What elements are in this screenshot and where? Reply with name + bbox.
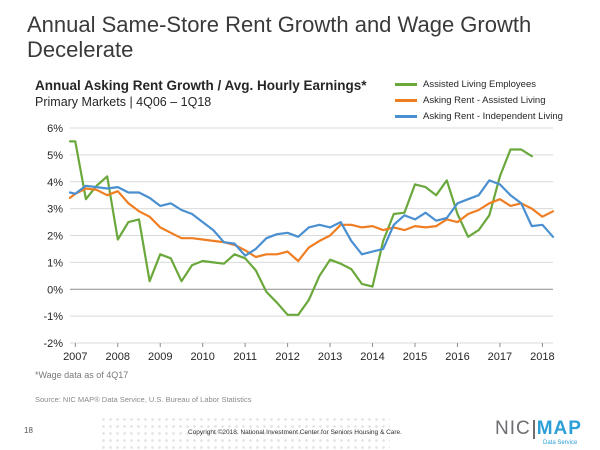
y-tick-label: 6% <box>47 123 63 135</box>
footnote: *Wage data as of 4Q17 <box>35 370 129 380</box>
page-number: 18 <box>24 426 33 435</box>
series-line-2 <box>68 179 555 257</box>
x-tick-label: 2015 <box>403 351 427 363</box>
legend-label: Asking Rent - Independent Living <box>423 110 563 122</box>
y-tick-label: -1% <box>43 311 63 323</box>
logo-divider <box>532 419 535 439</box>
x-tick-label: 2007 <box>63 351 87 363</box>
legend-label: Assisted Living Employees <box>423 78 536 90</box>
y-tick-label: 3% <box>47 204 63 216</box>
chart-subtitle: Primary Markets | 4Q06 – 1Q18 <box>35 95 212 109</box>
y-tick-label: 4% <box>47 177 63 189</box>
y-tick-label: -2% <box>43 338 63 350</box>
gridlines <box>70 127 553 344</box>
axes: -2% -1% 0% 1% 2% 3% 4% 5% 6% 2007 2008 2009 2010 2011… <box>43 123 554 363</box>
x-tick-label: 2013 <box>318 351 342 363</box>
x-tick-label: 2014 <box>360 351 384 363</box>
x-tick-label: 2018 <box>530 351 554 363</box>
y-tick-label: 2% <box>47 231 63 243</box>
copyright-note: Copyright ©2018. National Investment Cen… <box>188 429 402 436</box>
legend-item-asking-rent-independent-living: Asking Rent - Independent Living <box>395 108 563 124</box>
series-lines <box>68 140 555 316</box>
nic-map-logo: NIC MAP Data Service <box>495 418 590 448</box>
logo-nic-text: NIC <box>495 418 531 439</box>
legend-item-assisted-living-employees: Assisted Living Employees <box>395 76 563 92</box>
legend-label: Asking Rent - Assisted Living <box>423 94 546 106</box>
legend-swatch-blue <box>395 114 417 118</box>
x-tick-label: 2011 <box>233 351 257 363</box>
chart-title: Annual Asking Rent Growth / Avg. Hourly … <box>35 78 367 93</box>
x-tick-label: 2010 <box>190 351 214 363</box>
legend-swatch-orange <box>395 98 417 102</box>
logo-subtitle: Data Service <box>543 440 578 446</box>
slide-title: Annual Same-Store Rent Growth and Wage G… <box>27 12 532 62</box>
x-tick-label: 2017 <box>488 351 512 363</box>
x-tick-label: 2012 <box>275 351 299 363</box>
source-note: Source: NIC MAP® Data Service, U.S. Bure… <box>35 395 252 404</box>
x-tick-label: 2008 <box>106 351 130 363</box>
logo-map-text: MAP <box>536 418 582 439</box>
chart-legend: Assisted Living Employees Asking Rent - … <box>395 76 563 124</box>
series-line-1 <box>68 187 555 263</box>
dot-pattern-decoration <box>100 416 390 450</box>
x-tick-label: 2009 <box>148 351 172 363</box>
y-tick-label: 1% <box>47 257 63 269</box>
series-line-0 <box>68 140 533 316</box>
x-tick-label: 2016 <box>445 351 469 363</box>
y-tick-label: 5% <box>47 150 63 162</box>
legend-item-asking-rent-assisted-living: Asking Rent - Assisted Living <box>395 92 563 108</box>
legend-swatch-green <box>395 82 417 86</box>
y-tick-label: 0% <box>47 284 63 296</box>
